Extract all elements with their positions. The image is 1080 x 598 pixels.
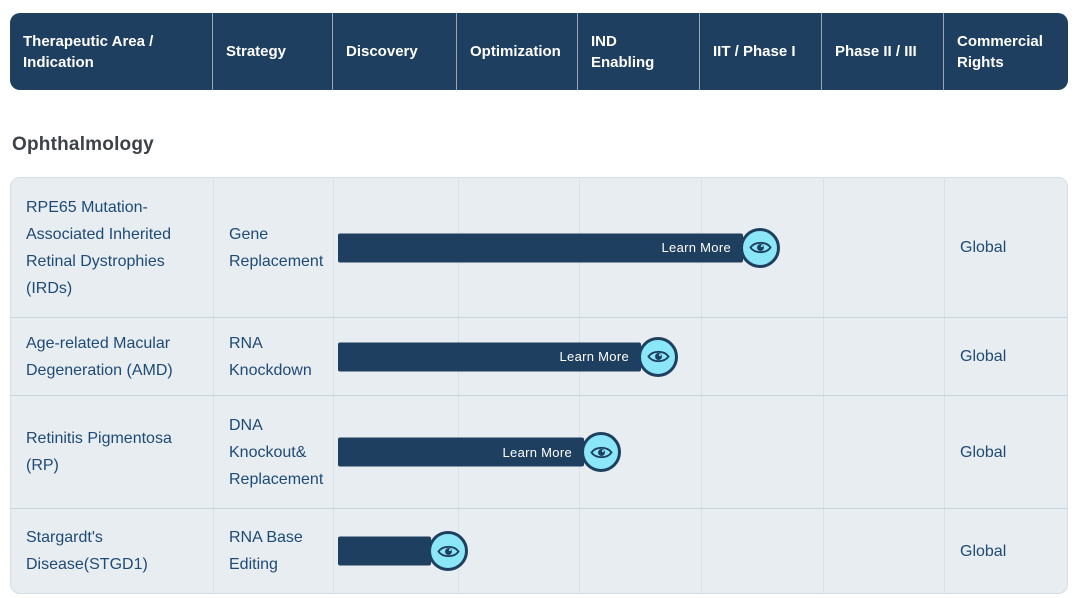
learn-more-label[interactable]: Learn More [502, 444, 572, 460]
phase-track: Learn More [334, 396, 945, 508]
indication-text: Age-related Macular Degeneration (AMD) [26, 334, 173, 379]
progress-bar[interactable]: Learn More [338, 342, 641, 371]
header-label: Discovery [346, 43, 418, 60]
phase-track [334, 509, 945, 593]
eye-icon [589, 446, 613, 458]
header-label: Phase II / III [835, 43, 917, 60]
pipeline-row: Stargardt's Disease(STGD1) RNA Base Edit… [11, 509, 1067, 593]
progress-bar[interactable]: Learn More [338, 437, 584, 467]
eye-icon [748, 241, 772, 254]
eye-icon [436, 545, 460, 557]
commercial-rights-cell: Global [945, 178, 1067, 317]
header-cell-therapeutic-area: Therapeutic Area / Indication [10, 13, 213, 90]
indication-text: RPE65 Mutation-Associated Inherited Reti… [26, 198, 171, 297]
strategy-text: RNA Base Editing [229, 529, 303, 573]
header-cell-discovery: Discovery [333, 13, 457, 90]
learn-more-label[interactable]: Learn More [559, 349, 629, 364]
header-cell-iit-phase-1: IIT / Phase I [700, 13, 822, 90]
eye-icon-button[interactable] [581, 432, 621, 472]
pipeline-header: Therapeutic Area / Indication Strategy D… [10, 13, 1068, 90]
strategy-text: Gene Replacement [229, 225, 324, 270]
section-title: Ophthalmology [12, 134, 154, 155]
indication-cell: Stargardt's Disease(STGD1) [11, 509, 214, 593]
eye-icon-button[interactable] [638, 336, 678, 377]
header-cell-optimization: Optimization [457, 13, 578, 90]
header-label: Therapeutic Area / Indication [23, 32, 154, 71]
commercial-rights-cell: Global [945, 509, 1067, 593]
commercial-rights-text: Global [960, 348, 1007, 365]
phase-divider [823, 396, 824, 508]
header-cell-phase-2-3: Phase II / III [822, 13, 944, 90]
header-label: Strategy [226, 43, 287, 60]
header-label: Commercial Rights [957, 32, 1043, 71]
indication-cell: Retinitis Pigmentosa (RP) [11, 396, 214, 508]
pipeline-row: Age-related Macular Degeneration (AMD) R… [11, 318, 1067, 396]
pipeline-row: Retinitis Pigmentosa (RP) DNA Knockout& … [11, 396, 1067, 509]
header-cell-ind-enabling: IND Enabling [578, 13, 700, 90]
phase-divider [701, 509, 702, 593]
strategy-cell: Gene Replacement [214, 178, 334, 317]
pipeline-body: RPE65 Mutation-Associated Inherited Reti… [10, 177, 1068, 594]
header-label: Optimization [470, 43, 561, 60]
commercial-rights-text: Global [960, 443, 1007, 461]
commercial-rights-cell: Global [945, 396, 1067, 508]
phase-divider [579, 509, 580, 593]
header-label: IIT / Phase I [713, 43, 796, 60]
header-label: IND Enabling [591, 32, 655, 71]
header-cell-commercial-rights: Commercial Rights [944, 13, 1068, 90]
eye-icon [646, 350, 670, 363]
indication-text: Stargardt's Disease(STGD1) [26, 529, 148, 573]
strategy-cell: RNA Knockdown [214, 318, 334, 395]
phase-divider [701, 396, 702, 508]
indication-cell: RPE65 Mutation-Associated Inherited Reti… [11, 178, 214, 317]
strategy-text: RNA Knockdown [229, 334, 312, 379]
indication-text: Retinitis Pigmentosa (RP) [26, 430, 172, 474]
eye-icon-button[interactable] [740, 227, 780, 268]
phase-track: Learn More [334, 318, 945, 395]
phase-divider [823, 509, 824, 593]
commercial-rights-cell: Global [945, 318, 1067, 395]
learn-more-label[interactable]: Learn More [661, 240, 731, 255]
indication-cell: Age-related Macular Degeneration (AMD) [11, 318, 214, 395]
phase-divider [701, 318, 702, 395]
phase-divider [823, 178, 824, 317]
phase-track: Learn More [334, 178, 945, 317]
header-cell-strategy: Strategy [213, 13, 333, 90]
eye-icon-button[interactable] [428, 531, 468, 571]
strategy-text: DNA Knockout& Replacement [229, 416, 324, 488]
pipeline-row: RPE65 Mutation-Associated Inherited Reti… [11, 178, 1067, 318]
strategy-cell: RNA Base Editing [214, 509, 334, 593]
commercial-rights-text: Global [960, 542, 1007, 560]
progress-bar[interactable]: Learn More [338, 233, 743, 262]
strategy-cell: DNA Knockout& Replacement [214, 396, 334, 508]
progress-bar[interactable] [338, 536, 431, 566]
phase-divider [823, 318, 824, 395]
commercial-rights-text: Global [960, 239, 1007, 256]
